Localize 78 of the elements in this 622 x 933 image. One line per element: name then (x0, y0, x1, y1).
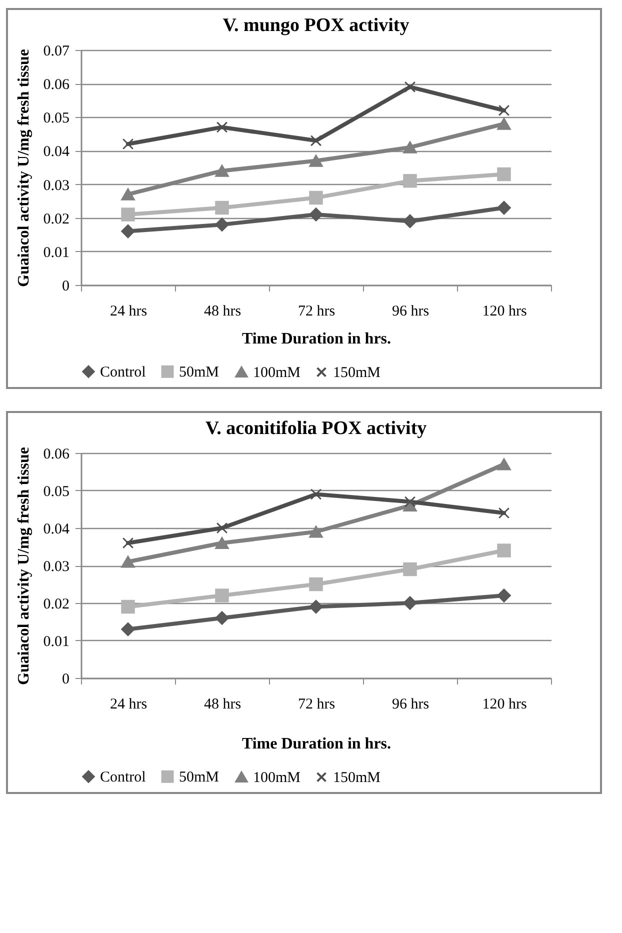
point (121, 622, 135, 636)
y-tick-label: 0.06 (43, 77, 70, 94)
y-tick-label: 0.07 (43, 44, 70, 60)
x-tick-label: 48 hrs (204, 304, 242, 320)
point (498, 507, 510, 519)
chart-title: V. aconitifolia POX activity (205, 418, 428, 439)
x-tick-label: 24 hrs (110, 696, 148, 712)
x-tick-label: 120 hrs (482, 304, 527, 320)
point (215, 218, 229, 232)
y-tick-label: 0.04 (43, 522, 70, 538)
y-tick-label: 0.05 (43, 484, 70, 500)
y-tick-label: 0.03 (43, 178, 70, 194)
y-tick-label: 0.04 (43, 144, 70, 160)
point (403, 214, 417, 228)
point (309, 600, 323, 614)
point (216, 522, 228, 534)
y-axis-title: Guaiacol activity U/mg fresh tissue (15, 49, 32, 287)
chart-title: V. mungo POX activity (222, 15, 410, 36)
legend-label: 50mM (179, 364, 220, 381)
y-tick-label: 0.06 (43, 446, 70, 462)
y-tick-label: 0 (62, 278, 70, 294)
y-tick-label: 0.02 (43, 596, 70, 612)
y-tick-label: 0.03 (43, 559, 70, 575)
point (310, 134, 322, 146)
point (121, 224, 135, 238)
point (309, 577, 323, 592)
point (215, 536, 229, 550)
point (121, 556, 135, 568)
legend-label: 150mM (333, 365, 381, 382)
point (215, 200, 229, 215)
y-tick-label: 0.01 (43, 634, 70, 650)
point (121, 188, 135, 200)
point (309, 526, 323, 538)
x-tick-label: 96 hrs (392, 696, 430, 712)
point (497, 200, 511, 215)
point (121, 208, 135, 222)
point (404, 496, 416, 508)
y-axis-title: Guaiacol activity U/mg fresh tissue (15, 447, 32, 685)
point (122, 138, 134, 150)
point (497, 588, 511, 602)
point (122, 537, 134, 549)
point (309, 154, 323, 167)
y-tick-label: 0.05 (43, 110, 70, 127)
y-tick-label: 0 (62, 672, 70, 688)
point (309, 190, 323, 205)
x-tick-label: 96 hrs (392, 304, 430, 320)
point (215, 611, 229, 625)
point (403, 141, 417, 154)
x-axis-title: Time Duration in hrs. (242, 736, 392, 752)
y-tick-label: 0.01 (43, 244, 70, 261)
x-tick-label: 120 hrs (482, 696, 527, 712)
legend-label: Control (100, 364, 146, 381)
y-tick-label: 0.02 (43, 211, 70, 228)
point (498, 104, 510, 116)
legend-label: 100mM (253, 770, 301, 786)
x-tick-label: 24 hrs (110, 304, 148, 320)
x-axis-title: Time Duration in hrs. (242, 330, 392, 348)
point (497, 118, 511, 130)
x-tick-label: 72 hrs (298, 696, 336, 712)
point (497, 167, 511, 182)
point (216, 122, 228, 133)
point (215, 588, 229, 602)
legend-label: 150mM (333, 770, 381, 786)
point (121, 600, 135, 614)
x-tick-label: 48 hrs (204, 696, 242, 712)
point (497, 544, 511, 558)
legend-label: Control (100, 770, 146, 786)
point (215, 164, 229, 177)
point (403, 596, 417, 610)
point (403, 562, 417, 576)
point (497, 458, 511, 470)
point (403, 174, 417, 188)
point (310, 488, 322, 500)
x-tick-label: 72 hrs (298, 304, 336, 320)
point (309, 208, 323, 222)
legend-label: 100mM (253, 364, 301, 381)
point (404, 81, 416, 93)
legend-label: 50mM (179, 770, 220, 786)
